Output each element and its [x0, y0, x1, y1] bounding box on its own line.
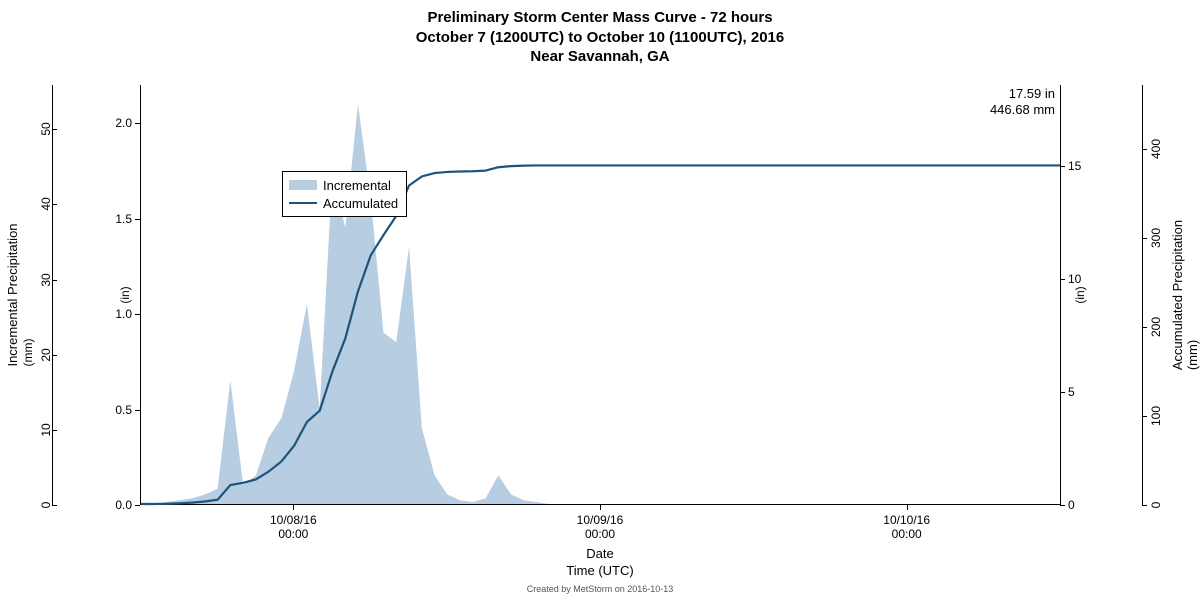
legend-row-incremental: Incremental	[289, 176, 398, 194]
legend-row-accumulated: Accumulated	[289, 194, 398, 212]
tick-label: 100	[1149, 406, 1163, 426]
tick-label: 15	[1068, 159, 1081, 173]
tick-label: 1.0	[115, 307, 132, 321]
legend-label-accumulated: Accumulated	[323, 196, 398, 211]
chart-title: Preliminary Storm Center Mass Curve - 72…	[0, 8, 1200, 67]
y-left-outer-label-unit: (mm)	[21, 339, 35, 367]
tick-mark	[135, 314, 140, 315]
y-left-outer-label-main: Incremental Precipitation	[5, 223, 20, 366]
tick-mark	[135, 219, 140, 220]
legend-label-incremental: Incremental	[323, 178, 391, 193]
title-line2: October 7 (1200UTC) to October 10 (1100U…	[0, 28, 1200, 48]
tick-mark	[1142, 505, 1147, 506]
y-left-outer-label: Incremental Precipitation (mm)	[5, 223, 35, 366]
tick-label: 400	[1149, 139, 1163, 159]
x-tick-label: 10/08/1600:00	[270, 513, 317, 542]
tick-mark	[907, 505, 908, 510]
tick-label: 200	[1149, 317, 1163, 337]
tick-label: 20	[39, 348, 53, 361]
y-right-outer-label: Accumulated Precipitation (mm)	[1170, 220, 1200, 370]
tick-label: 10	[39, 423, 53, 436]
tick-label: 0	[1149, 502, 1163, 509]
chart-container: Preliminary Storm Center Mass Curve - 72…	[0, 0, 1200, 600]
tick-label: 40	[39, 198, 53, 211]
title-line3: Near Savannah, GA	[0, 47, 1200, 67]
plot-area: Incremental Accumulated	[140, 85, 1060, 505]
tick-mark	[135, 123, 140, 124]
x-axis-label-line2: Time (UTC)	[566, 563, 633, 578]
tick-label: 50	[39, 123, 53, 136]
plot-svg	[141, 85, 1060, 504]
tick-label: 0	[39, 502, 53, 509]
tick-mark	[600, 505, 601, 510]
tick-label: 0.0	[115, 498, 132, 512]
tick-label: 5	[1068, 385, 1075, 399]
x-tick-label: 10/10/1600:00	[883, 513, 930, 542]
axis-line	[1060, 85, 1061, 505]
x-axis-label: Date Time (UTC)	[0, 546, 1200, 580]
tick-label: 300	[1149, 228, 1163, 248]
y-right-outer-label-unit: (mm)	[1185, 340, 1200, 370]
tick-mark	[135, 410, 140, 411]
tick-label: 0.5	[115, 403, 132, 417]
tick-label: 0	[1068, 498, 1075, 512]
incremental-area	[141, 104, 1060, 504]
credit-line: Created by MetStorm on 2016-10-13	[0, 584, 1200, 594]
x-axis-label-line1: Date	[586, 546, 613, 561]
legend: Incremental Accumulated	[282, 171, 407, 217]
tick-label: 2.0	[115, 116, 132, 130]
tick-label: 1.5	[115, 212, 132, 226]
axis-line	[1142, 85, 1143, 505]
y-right-outer-label-main: Accumulated Precipitation	[1170, 220, 1185, 370]
title-line1: Preliminary Storm Center Mass Curve - 72…	[0, 8, 1200, 28]
x-tick-label: 10/09/1600:00	[577, 513, 624, 542]
tick-mark	[135, 505, 140, 506]
y-left-inner-label: (in)	[118, 286, 132, 303]
tick-mark	[1060, 505, 1065, 506]
legend-swatch-line	[289, 202, 317, 204]
axis-line	[52, 85, 53, 505]
tick-label: 10	[1068, 272, 1081, 286]
y-right-inner-label: (in)	[1073, 286, 1087, 303]
legend-swatch-area	[289, 180, 317, 190]
tick-label: 30	[39, 273, 53, 286]
tick-mark	[293, 505, 294, 510]
